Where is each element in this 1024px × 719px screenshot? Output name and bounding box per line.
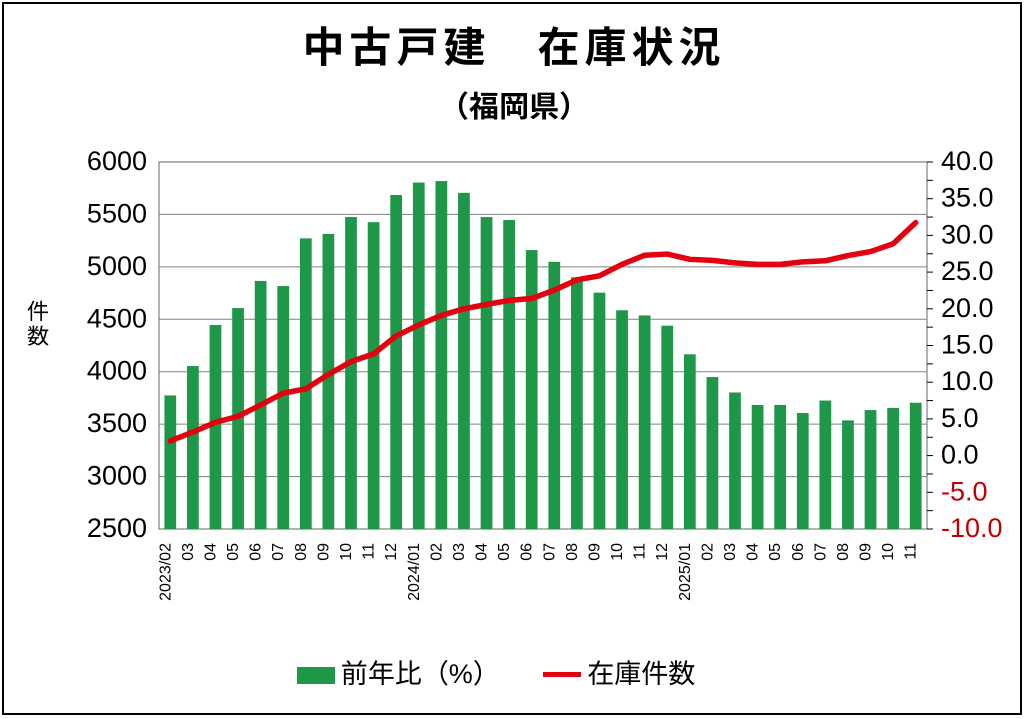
svg-text:09: 09 <box>858 543 875 561</box>
svg-text:35.0: 35.0 <box>941 183 994 213</box>
svg-text:-5.0: -5.0 <box>941 476 988 506</box>
svg-text:2500: 2500 <box>87 513 147 543</box>
svg-text:09: 09 <box>586 543 603 561</box>
svg-text:11: 11 <box>632 543 649 560</box>
svg-text:10.0: 10.0 <box>941 366 994 396</box>
svg-text:4000: 4000 <box>87 356 147 386</box>
svg-text:-10.0: -10.0 <box>941 513 1003 543</box>
svg-text:06: 06 <box>519 543 536 561</box>
svg-text:2024/01: 2024/01 <box>406 543 423 601</box>
svg-text:03: 03 <box>722 543 739 561</box>
svg-text:04: 04 <box>202 543 219 561</box>
svg-text:10: 10 <box>609 543 626 561</box>
svg-text:25.0: 25.0 <box>941 256 994 286</box>
svg-text:05: 05 <box>496 543 513 561</box>
svg-text:2023/02: 2023/02 <box>157 543 174 601</box>
svg-text:5.0: 5.0 <box>941 403 979 433</box>
svg-text:40.0: 40.0 <box>941 146 994 176</box>
svg-text:03: 03 <box>451 543 468 561</box>
svg-text:12: 12 <box>383 543 400 561</box>
svg-text:3000: 3000 <box>87 461 147 491</box>
svg-text:10: 10 <box>880 543 897 561</box>
svg-text:03: 03 <box>180 543 197 561</box>
svg-text:08: 08 <box>564 543 581 561</box>
svg-text:15.0: 15.0 <box>941 330 994 360</box>
svg-text:11: 11 <box>903 543 920 560</box>
svg-text:0.0: 0.0 <box>941 440 979 470</box>
svg-text:05: 05 <box>225 543 242 561</box>
svg-text:02: 02 <box>699 543 716 561</box>
svg-text:06: 06 <box>790 543 807 561</box>
svg-text:09: 09 <box>315 543 332 561</box>
svg-text:02: 02 <box>428 543 445 561</box>
svg-text:07: 07 <box>270 543 287 561</box>
svg-text:08: 08 <box>835 543 852 561</box>
svg-text:30.0: 30.0 <box>941 219 994 249</box>
svg-text:05: 05 <box>767 543 784 561</box>
svg-text:6000: 6000 <box>87 146 147 176</box>
svg-text:4500: 4500 <box>87 303 147 333</box>
svg-text:20.0: 20.0 <box>941 293 994 323</box>
svg-text:2025/01: 2025/01 <box>677 543 694 601</box>
svg-text:12: 12 <box>654 543 671 561</box>
svg-text:04: 04 <box>745 543 762 561</box>
svg-text:04: 04 <box>474 543 491 561</box>
svg-text:07: 07 <box>541 543 558 561</box>
svg-text:06: 06 <box>248 543 265 561</box>
svg-text:10: 10 <box>338 543 355 561</box>
svg-text:3500: 3500 <box>87 408 147 438</box>
svg-text:5500: 5500 <box>87 198 147 228</box>
svg-text:11: 11 <box>361 543 378 560</box>
svg-text:07: 07 <box>812 543 829 561</box>
svg-text:5000: 5000 <box>87 251 147 281</box>
svg-text:08: 08 <box>293 543 310 561</box>
